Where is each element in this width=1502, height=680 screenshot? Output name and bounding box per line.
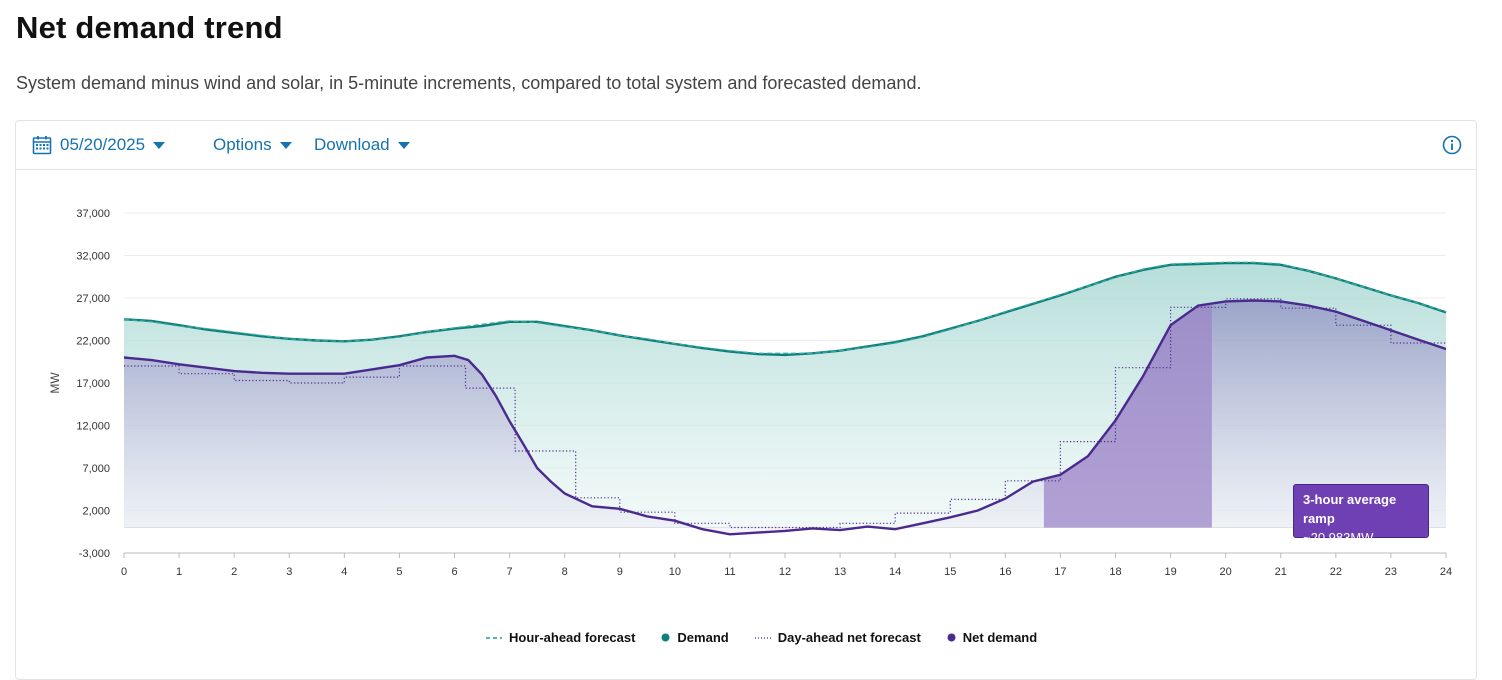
x-tick-label: 0 bbox=[121, 566, 127, 578]
ramp-highlight-area bbox=[1043, 303, 1212, 528]
net-demand-chart: -3,000 2,000 7,000 12,000 17,000 22,000 27,000… bbox=[48, 208, 1452, 578]
x-tick-label: 8 bbox=[562, 566, 568, 578]
x-tick-label: 23 bbox=[1385, 566, 1397, 578]
y-tick-label: 2,000 bbox=[82, 506, 110, 518]
download-label: Download bbox=[314, 135, 390, 154]
x-tick-label: 19 bbox=[1164, 566, 1176, 578]
chevron-down-icon bbox=[397, 141, 410, 149]
x-tick-label: 21 bbox=[1275, 566, 1287, 578]
x-tick-label: 1 bbox=[176, 566, 182, 578]
legend-label: Net demand bbox=[962, 630, 1038, 645]
date-label: 05/20/2025 bbox=[60, 135, 146, 154]
x-tick-label: 11 bbox=[724, 566, 735, 578]
date-picker-button[interactable]: 05/20/2025 bbox=[32, 121, 166, 169]
options-dropdown[interactable]: Options bbox=[213, 121, 292, 169]
info-icon[interactable] bbox=[1442, 135, 1462, 155]
x-tick-label: 18 bbox=[1109, 566, 1121, 578]
x-tick-label: 14 bbox=[889, 566, 901, 578]
chart-card: 05/20/2025 Options Download -3,000 2,000 7… bbox=[15, 120, 1477, 680]
legend-demand[interactable]: Demand bbox=[661, 630, 729, 645]
ramp-tooltip-value: ~20,983MW bbox=[1303, 530, 1374, 545]
net-demand-line bbox=[123, 299, 1447, 536]
y-tick-label: 12,000 bbox=[76, 421, 110, 433]
day-ahead-net-forecast-line bbox=[124, 298, 1446, 529]
ramp-tooltip-title: 3-hour average ramp bbox=[1303, 492, 1397, 526]
calendar-icon bbox=[32, 136, 52, 155]
y-tick-label: 32,000 bbox=[76, 251, 110, 263]
y-tick-label: 7,000 bbox=[82, 463, 110, 475]
x-tick-label: 2 bbox=[231, 566, 237, 578]
x-tick-label: 12 bbox=[779, 566, 791, 578]
y-tick-label: 17,000 bbox=[76, 378, 110, 390]
legend-label: Day-ahead net forecast bbox=[777, 630, 921, 645]
x-tick-label: 4 bbox=[341, 566, 347, 578]
x-tick-label: 6 bbox=[451, 566, 457, 578]
legend-hour-ahead-forecast[interactable]: Hour-ahead forecast bbox=[486, 630, 635, 645]
legend-label: Hour-ahead forecast bbox=[509, 630, 636, 645]
x-tick-label: 20 bbox=[1220, 566, 1232, 578]
x-tick-label: 3 bbox=[286, 566, 292, 578]
x-tick-label: 10 bbox=[669, 566, 681, 578]
page-title: Net demand trend bbox=[16, 10, 283, 45]
chart-toolbar: 05/20/2025 Options Download bbox=[16, 121, 1476, 170]
dotted-line-icon bbox=[754, 636, 771, 639]
x-tick-label: 24 bbox=[1440, 566, 1452, 578]
dashed-line-icon bbox=[486, 636, 502, 639]
x-tick-label: 17 bbox=[1054, 566, 1066, 578]
y-tick-label: 27,000 bbox=[76, 293, 110, 305]
legend-net-demand[interactable]: Net demand bbox=[947, 630, 1037, 645]
y-tick-label: 37,000 bbox=[76, 208, 110, 220]
x-tick-label: 5 bbox=[396, 566, 402, 578]
chevron-down-icon bbox=[279, 141, 292, 149]
x-tick-label: 13 bbox=[834, 566, 846, 578]
page-subtitle: System demand minus wind and solar, in 5… bbox=[16, 73, 922, 93]
legend-label: Demand bbox=[677, 630, 729, 645]
x-tick-label: 7 bbox=[507, 566, 513, 578]
chevron-down-icon bbox=[153, 141, 166, 149]
download-dropdown[interactable]: Download bbox=[314, 121, 410, 169]
x-tick-label: 22 bbox=[1330, 566, 1342, 578]
y-tick-label: -3,000 bbox=[79, 548, 110, 560]
chart-legend: Hour-ahead forecast Demand Day-ahead net… bbox=[486, 630, 1037, 645]
options-label: Options bbox=[213, 135, 272, 154]
y-axis-label: MW bbox=[48, 372, 62, 394]
hour-ahead-forecast-line bbox=[123, 261, 1447, 354]
x-tick-label: 15 bbox=[944, 566, 956, 578]
x-tick-label: 9 bbox=[617, 566, 623, 578]
y-tick-label: 22,000 bbox=[76, 336, 110, 348]
x-tick-label: 16 bbox=[999, 566, 1011, 578]
legend-day-ahead-net-forecast[interactable]: Day-ahead net forecast bbox=[754, 630, 921, 645]
ramp-tooltip: 3-hour average ramp ~20,983MW bbox=[1293, 484, 1429, 545]
demand-line bbox=[123, 261, 1447, 357]
dot-icon bbox=[947, 633, 956, 642]
dot-icon bbox=[661, 633, 670, 642]
